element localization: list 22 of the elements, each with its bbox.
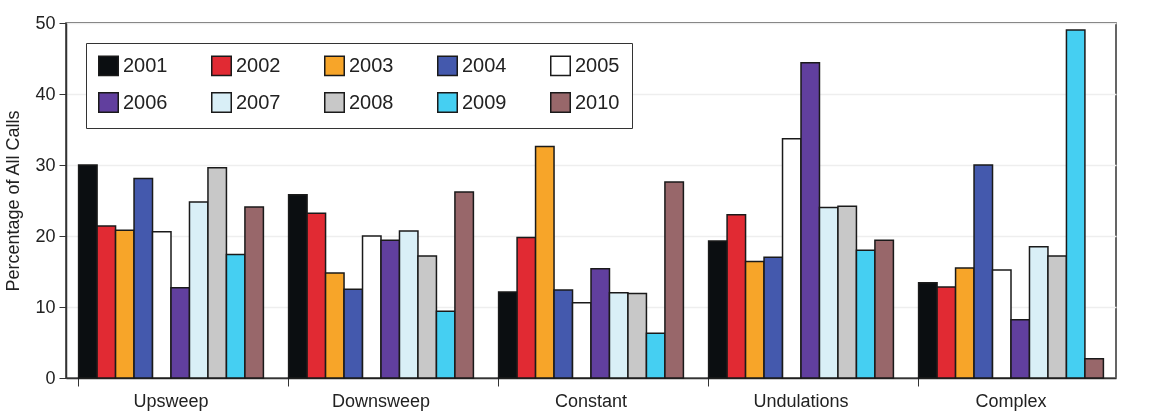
legend-label: 2006: [123, 90, 168, 113]
y-tick-label: 20: [35, 225, 56, 246]
y-tick-label: 10: [35, 296, 56, 317]
x-tick-label: Upsweep: [133, 390, 209, 411]
y-tick-label: 40: [35, 83, 56, 104]
y-tick-label: 0: [45, 367, 56, 388]
legend-label: 2005: [575, 53, 620, 76]
legend-label: 2010: [575, 90, 620, 113]
legend-label: 2003: [349, 53, 394, 76]
legend-label: 2008: [349, 90, 394, 113]
y-tick-label: 30: [35, 154, 56, 175]
x-tick-label: Downsweep: [331, 390, 431, 411]
y-tick-label: 50: [35, 12, 56, 33]
x-tick-label: Constant: [554, 390, 628, 411]
legend-label: 2001: [123, 53, 168, 76]
legend-label: 2002: [236, 53, 281, 76]
legend-label: 2004: [462, 53, 507, 76]
legend-label: 2007: [236, 90, 281, 113]
x-tick-label: Undulations: [753, 390, 849, 411]
y-axis-title: Percentage of All Calls: [3, 110, 24, 292]
legend-label: 2009: [462, 90, 507, 113]
x-tick-label: Complex: [975, 390, 1047, 411]
